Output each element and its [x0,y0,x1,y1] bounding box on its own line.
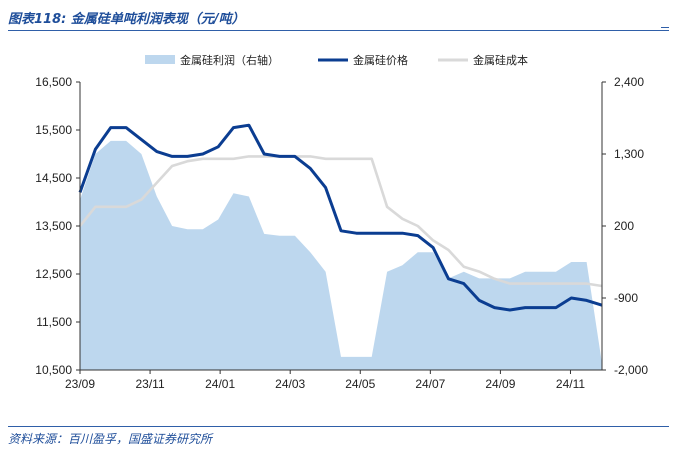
chart-title: 图表118: 金属硅单吨利润表现（元/吨） [8,12,245,27]
right-tick-label: -900 [614,291,638,305]
left-tick-label: 10,500 [35,363,72,377]
source-divider [8,426,669,427]
left-tick-label: 14,500 [35,171,72,185]
right-tick-label: 2,400 [614,75,644,89]
x-tick-label: 24/07 [415,377,445,391]
legend-label: 金属硅成本 [473,53,528,67]
plot-area [78,123,603,370]
left-tick-label: 15,500 [35,123,72,137]
x-tick-label: 24/01 [205,377,235,391]
series-area-profit [80,140,602,370]
right-tick-label: -2,000 [614,363,648,377]
x-tick-label: 24/09 [485,377,515,391]
x-tick-label: 23/09 [65,377,95,391]
legend-label: 金属硅利润（右轴） [180,53,279,67]
title-divider-mark [661,27,669,28]
legend-item-cost: 金属硅成本 [438,53,528,67]
series-line-price [78,123,603,312]
x-tick-label: 24/11 [556,377,585,391]
left-tick-label: 16,500 [35,75,72,89]
series-line-cost [78,155,603,288]
right-tick-label: 1,300 [614,147,644,161]
title-divider [8,30,669,31]
legend-item-profit: 金属硅利润（右轴） [145,53,279,67]
legend-swatch [145,55,175,64]
left-tick-label: 13,500 [35,219,72,233]
legend: 金属硅利润（右轴） 金属硅价格 金属硅成本 [145,53,528,67]
x-tick-label: 24/05 [345,377,375,391]
legend-label: 金属硅价格 [353,53,408,67]
x-tick-label: 24/03 [275,377,305,391]
x-tick-label: 23/11 [135,377,164,391]
legend-item-price: 金属硅价格 [318,53,408,67]
left-tick-label: 11,500 [36,315,72,329]
axes: 10,500 11,500 12,500 13,500 14,500 15,500 16,5… [35,75,648,391]
right-tick-label: 200 [614,219,634,233]
left-tick-label: 12,500 [35,267,72,281]
source-note: 资料来源：百川盈孚，国盛证券研究所 [8,432,213,446]
